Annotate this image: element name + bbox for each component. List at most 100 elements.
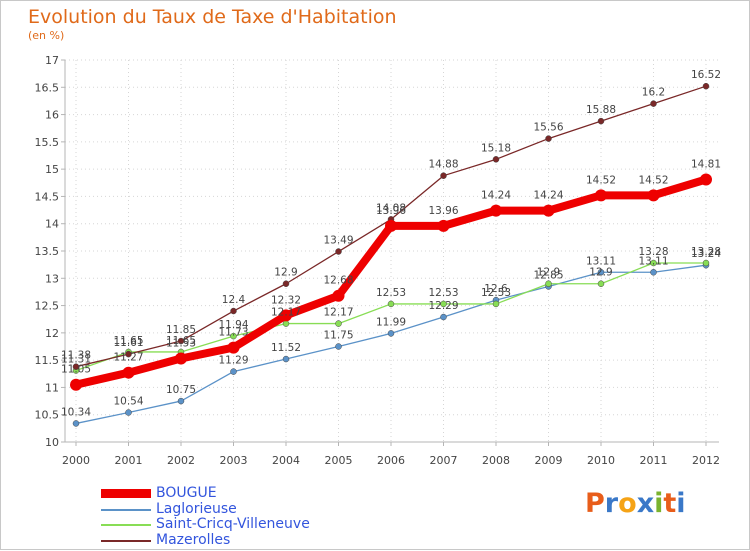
data-label-saint-cricq-villeneuve: 11.65	[113, 335, 143, 347]
data-label-saint-cricq-villeneuve: 12.9	[589, 267, 612, 279]
data-point-saint-cricq-villeneuve	[492, 300, 500, 308]
data-point-bougue	[595, 189, 607, 202]
legend-swatch-mazerolles	[101, 539, 151, 542]
plot-area	[65, 60, 719, 442]
data-point-saint-cricq-villeneuve	[335, 320, 342, 327]
x-tick-label: 2006	[377, 454, 405, 467]
legend-item-bougue: BOUGUE	[101, 485, 401, 502]
x-tick-label: 2004	[272, 454, 300, 467]
data-label-bougue: 13.96	[376, 205, 406, 217]
y-tick-label: 11	[45, 381, 59, 394]
data-label-bougue: 14.52	[638, 174, 668, 186]
data-point-bougue	[122, 366, 135, 379]
data-label-bougue: 12.68	[323, 275, 353, 287]
data-label-mazerolles: 11.38	[61, 350, 91, 362]
data-point-saint-cricq-villeneuve	[702, 259, 710, 267]
logo-letter: i	[676, 488, 686, 519]
data-label-bougue: 14.24	[533, 190, 563, 202]
x-tick-label: 2005	[325, 454, 353, 467]
y-tick-label: 15	[45, 163, 59, 176]
legend-label-laglorieuse: Laglorieuse	[156, 500, 237, 517]
data-point-laglorieuse	[125, 409, 132, 416]
data-point-laglorieuse	[650, 269, 657, 276]
y-tick-label: 17	[45, 54, 59, 67]
data-label-laglorieuse: 11.52	[271, 342, 301, 354]
data-point-bougue	[175, 352, 187, 365]
logo-letter: t	[663, 488, 677, 519]
data-label-mazerolles: 14.08	[376, 202, 406, 214]
data-label-bougue: 11.27	[113, 352, 143, 364]
data-label-mazerolles: 14.88	[428, 159, 458, 171]
data-point-saint-cricq-villeneuve	[387, 300, 395, 308]
data-point-bougue	[332, 289, 345, 302]
data-label-bougue: 14.52	[586, 174, 616, 186]
x-tick-label: 2011	[640, 454, 668, 467]
data-label-mazerolles: 11.61	[113, 337, 143, 349]
data-label-mazerolles: 15.88	[586, 104, 616, 116]
data-point-mazerolles	[282, 280, 290, 287]
data-point-mazerolles	[545, 135, 552, 142]
x-tick-label: 2007	[430, 454, 458, 467]
data-label-laglorieuse: 13.11	[638, 255, 668, 267]
x-tick-label: 2008	[482, 454, 510, 467]
chart-title: Evolution du Taux de Taxe d'Habitation	[28, 6, 397, 28]
data-point-bougue	[280, 309, 292, 322]
x-tick-label: 2012	[692, 454, 720, 467]
logo-letter: i	[654, 488, 664, 519]
y-tick-label: 13.5	[35, 245, 60, 258]
data-label-laglorieuse: 12.29	[428, 300, 458, 312]
data-point-bougue	[490, 204, 502, 217]
data-label-laglorieuse: 12.6	[484, 283, 508, 295]
data-label-saint-cricq-villeneuve: 12.9	[537, 267, 560, 279]
legend-swatch-laglorieuse	[101, 508, 151, 511]
legend-label-bougue: BOUGUE	[156, 485, 217, 501]
proxiti-logo: Proxiti	[585, 488, 686, 519]
legend: BOUGUE Laglorieuse Saint-Cricq-Villeneuv…	[101, 485, 401, 548]
data-point-mazerolles	[650, 100, 657, 107]
data-point-bougue	[385, 219, 397, 232]
data-point-saint-cricq-villeneuve	[230, 332, 237, 340]
x-tick-label: 2001	[115, 454, 143, 467]
data-label-bougue: 11.73	[218, 327, 248, 339]
data-point-mazerolles	[72, 363, 80, 370]
data-point-bougue	[437, 219, 450, 232]
y-tick-label: 12	[45, 327, 59, 340]
data-label-mazerolles: 16.52	[691, 69, 721, 81]
data-label-laglorieuse: 13.24	[691, 248, 721, 260]
y-tick-label: 14	[45, 218, 59, 231]
data-point-saint-cricq-villeneuve	[282, 320, 290, 327]
data-label-bougue: 11.53	[166, 338, 196, 350]
data-label-laglorieuse: 10.75	[166, 384, 196, 396]
data-point-mazerolles	[230, 307, 237, 315]
data-label-mazerolles: 13.49	[323, 235, 353, 247]
x-tick-label: 2009	[535, 454, 563, 467]
data-point-laglorieuse	[230, 368, 237, 375]
data-point-laglorieuse	[597, 269, 605, 276]
data-label-laglorieuse: 11.99	[376, 316, 406, 328]
y-tick-label: 13	[45, 272, 59, 285]
y-tick-label: 14.5	[35, 190, 60, 203]
logo-letter: x	[636, 488, 655, 519]
data-point-mazerolles	[335, 248, 342, 255]
data-point-mazerolles	[702, 82, 710, 90]
data-point-mazerolles	[492, 156, 500, 163]
data-point-mazerolles	[125, 350, 132, 358]
data-label-saint-cricq-villeneuve: 11.94	[218, 319, 248, 331]
chart-subtitle: (en %)	[28, 29, 65, 42]
data-label-laglorieuse: 13.11	[586, 255, 616, 267]
data-label-laglorieuse: 12.85	[533, 269, 563, 281]
y-tick-label: 15.5	[35, 136, 60, 149]
data-point-mazerolles	[177, 337, 185, 345]
data-label-laglorieuse: 10.54	[113, 396, 143, 408]
data-label-saint-cricq-villeneuve: 11.65	[166, 335, 196, 347]
data-point-laglorieuse	[387, 330, 395, 337]
data-label-bougue: 13.96	[428, 205, 458, 217]
data-label-laglorieuse: 10.34	[61, 406, 91, 418]
y-tick-label: 16	[45, 109, 59, 122]
logo-letter: r	[604, 488, 619, 519]
logo-letter: o	[618, 488, 637, 519]
data-label-saint-cricq-villeneuve: 12.53	[481, 287, 511, 299]
data-point-laglorieuse	[335, 343, 342, 350]
data-label-saint-cricq-villeneuve: 12.53	[428, 287, 458, 299]
data-label-bougue: 11.05	[61, 364, 91, 376]
